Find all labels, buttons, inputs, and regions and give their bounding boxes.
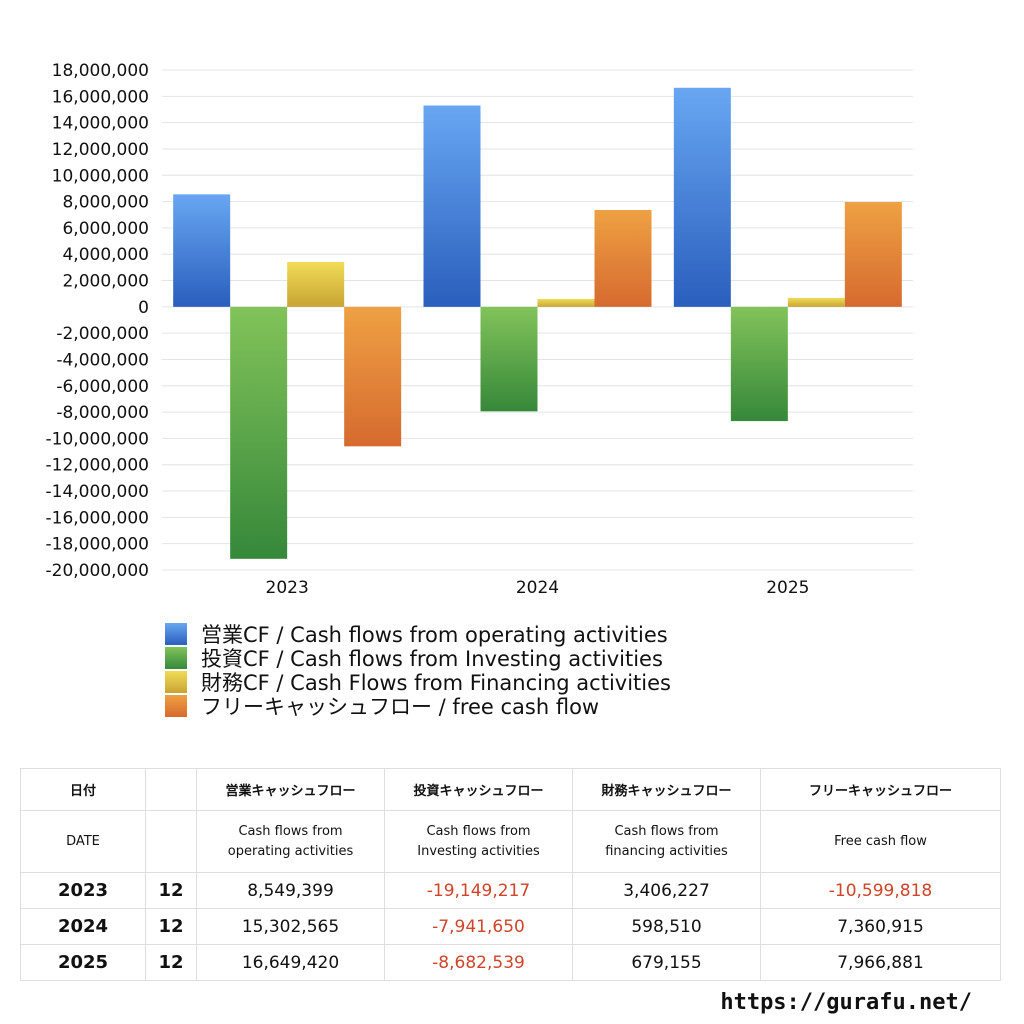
bar-investing-2025 — [730, 306, 788, 422]
row-free: -10,599,818 — [760, 872, 1001, 909]
y-tick-label: -2,000,000 — [56, 324, 149, 344]
header-operating-jp: 営業キャッシュフロー — [196, 768, 385, 811]
row-operating: 15,302,565 — [196, 908, 385, 945]
site-url-link[interactable]: https://gurafu.net/ — [720, 990, 972, 1015]
row-investing: -7,941,650 — [384, 908, 573, 945]
legend-item-operating: 営業CF / Cash flows from operating activit… — [165, 622, 671, 647]
row-free: 7,966,881 — [760, 944, 1001, 981]
cash-flow-bar-chart: 18,000,000 16,000,000 14,000,000 12,000,000… — [46, 61, 913, 598]
chart-legend: 営業CF / Cash flows from operating activit… — [165, 622, 671, 719]
row-year: 2023 — [20, 872, 146, 909]
legend-label-free: フリーキャッシュフロー / free cash flow — [201, 695, 600, 719]
y-tick-label: -20,000,000 — [46, 561, 149, 581]
legend-swatch-operating — [165, 623, 187, 645]
header-investing-en-line2: Investing activities — [417, 843, 540, 859]
y-tick-label: 16,000,000 — [52, 87, 149, 107]
header-month-en — [145, 810, 197, 873]
table-row: 2024 12 15,302,565 -7,941,650 598,510 7,… — [20, 908, 1001, 945]
legend-label-investing: 投資CF / Cash flows from Investing activit… — [201, 647, 663, 671]
y-tick-label: 4,000,000 — [62, 245, 149, 265]
legend-item-free: フリーキャッシュフロー / free cash flow — [165, 694, 671, 719]
row-operating: 8,549,399 — [196, 872, 385, 909]
header-financing-en: Cash flows from financing activities — [572, 810, 761, 873]
row-operating: 16,649,420 — [196, 944, 385, 981]
header-financing-en-line2: financing activities — [605, 843, 728, 859]
x-tick-label: 2024 — [516, 578, 559, 598]
row-financing: 679,155 — [572, 944, 761, 981]
legend-label-operating: 営業CF / Cash flows from operating activit… — [201, 623, 668, 647]
bar-operating-2025 — [673, 87, 731, 307]
bar-investing-2024 — [480, 306, 538, 412]
header-date-jp: 日付 — [20, 768, 146, 811]
y-tick-label: -8,000,000 — [56, 403, 149, 423]
bar-operating-2024 — [423, 105, 481, 307]
y-tick-label: -4,000,000 — [56, 350, 149, 370]
header-free-jp: フリーキャッシュフロー — [760, 768, 1001, 811]
header-financing-jp: 財務キャッシュフロー — [572, 768, 761, 811]
row-month: 12 — [145, 908, 197, 945]
row-investing: -8,682,539 — [384, 944, 573, 981]
header-investing-en-line1: Cash flows from — [426, 823, 531, 839]
y-tick-label: 18,000,000 — [52, 61, 149, 81]
y-tick-label: -16,000,000 — [46, 508, 149, 528]
legend-swatch-investing — [165, 647, 187, 669]
row-month: 12 — [145, 872, 197, 909]
legend-item-investing: 投資CF / Cash flows from Investing activit… — [165, 646, 671, 671]
legend-item-financing: 財務CF / Cash Flows from Financing activit… — [165, 670, 671, 695]
row-financing: 3,406,227 — [572, 872, 761, 909]
header-month-jp — [145, 768, 197, 811]
table-header-en: DATE Cash flows from operating activities… — [20, 810, 1001, 873]
header-investing-en: Cash flows from Investing activities — [384, 810, 573, 873]
y-tick-label: -10,000,000 — [46, 429, 149, 449]
bar-free-2024 — [594, 209, 652, 307]
x-tick-label: 2023 — [266, 578, 309, 598]
header-operating-en-line2: operating activities — [227, 843, 354, 859]
bar-financing-2024 — [537, 298, 595, 307]
header-operating-en-line1: Cash flows from — [238, 823, 343, 839]
legend-label-financing: 財務CF / Cash Flows from Financing activit… — [201, 671, 671, 695]
header-investing-jp: 投資キャッシュフロー — [384, 768, 573, 811]
header-financing-en-line1: Cash flows from — [614, 823, 719, 839]
row-year: 2024 — [20, 908, 146, 945]
y-tick-label: -18,000,000 — [46, 535, 149, 555]
legend-swatch-free — [165, 695, 187, 717]
y-tick-label: 0 — [138, 298, 149, 318]
table-row: 2025 12 16,649,420 -8,682,539 679,155 7,… — [20, 944, 1001, 981]
y-axis-tick-labels: 18,000,000 16,000,000 14,000,000 12,000,000… — [46, 61, 149, 581]
cash-flow-table: 日付 営業キャッシュフロー 投資キャッシュフロー 財務キャッシュフロー フリーキ… — [20, 768, 1001, 981]
header-date-en-text: DATE — [66, 833, 100, 849]
table-header-jp: 日付 営業キャッシュフロー 投資キャッシュフロー 財務キャッシュフロー フリーキ… — [20, 768, 1001, 811]
bar-investing-2023 — [230, 306, 288, 559]
bar-operating-2023 — [173, 194, 231, 307]
y-tick-label: -6,000,000 — [56, 377, 149, 397]
y-tick-label: 2,000,000 — [62, 272, 149, 292]
y-tick-label: 10,000,000 — [52, 166, 149, 186]
row-year: 2025 — [20, 944, 146, 981]
bar-financing-2023 — [287, 262, 345, 307]
row-month: 12 — [145, 944, 197, 981]
x-tick-label: 2025 — [766, 578, 809, 598]
bar-free-2023 — [344, 306, 402, 447]
y-tick-label: 14,000,000 — [52, 114, 149, 134]
header-date-en: DATE — [20, 810, 146, 873]
y-tick-label: -12,000,000 — [46, 456, 149, 476]
y-tick-label: 6,000,000 — [62, 219, 149, 239]
bar-financing-2025 — [787, 297, 845, 307]
y-tick-label: 12,000,000 — [52, 140, 149, 160]
header-operating-en: Cash flows from operating activities — [196, 810, 385, 873]
row-free: 7,360,915 — [760, 908, 1001, 945]
y-tick-label: 8,000,000 — [62, 193, 149, 213]
x-axis-tick-labels: 2023 2024 2025 — [266, 578, 810, 598]
header-free-en-text: Free cash flow — [834, 833, 927, 849]
legend-swatch-financing — [165, 671, 187, 693]
row-financing: 598,510 — [572, 908, 761, 945]
bars — [173, 87, 902, 559]
row-investing: -19,149,217 — [384, 872, 573, 909]
header-free-en: Free cash flow — [760, 810, 1001, 873]
table-row: 2023 12 8,549,399 -19,149,217 3,406,227 … — [20, 872, 1001, 909]
bar-free-2025 — [844, 202, 902, 307]
y-tick-label: -14,000,000 — [46, 482, 149, 502]
